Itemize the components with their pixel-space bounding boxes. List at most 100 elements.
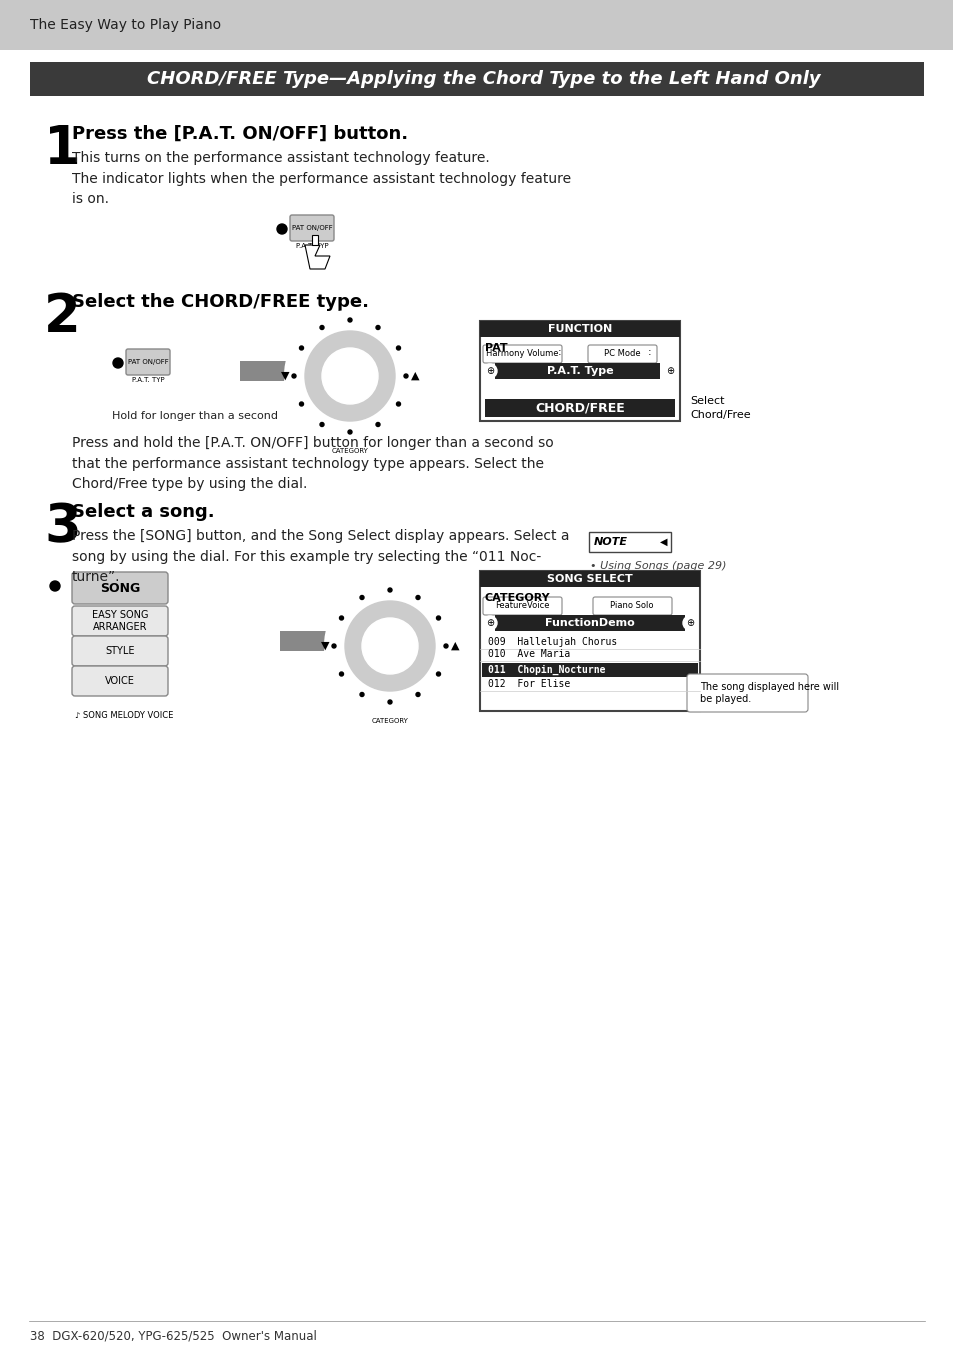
FancyBboxPatch shape [495, 615, 684, 631]
Circle shape [375, 423, 379, 427]
Text: ▲: ▲ [450, 640, 458, 651]
Text: PAT: PAT [484, 343, 507, 353]
Text: Press and hold the [P.A.T. ON/OFF] button for longer than a second so
that the p: Press and hold the [P.A.T. ON/OFF] butto… [71, 436, 553, 492]
Circle shape [319, 423, 324, 427]
Circle shape [416, 693, 419, 697]
Text: :: : [558, 347, 561, 357]
Text: Piano Solo: Piano Solo [610, 601, 653, 611]
FancyBboxPatch shape [588, 532, 670, 553]
FancyBboxPatch shape [481, 663, 698, 677]
Text: Press the [SONG] button, and the Song Select display appears. Select a
song by u: Press the [SONG] button, and the Song Se… [71, 530, 569, 584]
Text: Harmony Volume: Harmony Volume [485, 350, 558, 358]
Text: ▼: ▼ [320, 640, 329, 651]
Text: CHORD/FREE: CHORD/FREE [535, 401, 624, 415]
Text: This turns on the performance assistant technology feature.
The indicator lights: This turns on the performance assistant … [71, 151, 571, 207]
Circle shape [325, 581, 455, 711]
Polygon shape [312, 235, 317, 245]
Text: 3: 3 [44, 501, 81, 553]
FancyBboxPatch shape [0, 0, 953, 50]
Text: P.A.T. TYP: P.A.T. TYP [132, 377, 165, 382]
FancyBboxPatch shape [71, 666, 168, 696]
Circle shape [682, 616, 697, 630]
FancyBboxPatch shape [71, 607, 168, 636]
Text: FunctionDemo: FunctionDemo [544, 617, 634, 628]
Circle shape [396, 403, 400, 407]
Circle shape [50, 581, 60, 590]
Text: PC Mode: PC Mode [603, 350, 639, 358]
Text: EASY SONG
ARRANGER: EASY SONG ARRANGER [91, 611, 148, 632]
Text: P.A.T. TYP: P.A.T. TYP [295, 243, 328, 249]
Text: • Using Songs (page 29): • Using Songs (page 29) [589, 561, 726, 571]
Text: VOICE: VOICE [105, 676, 134, 686]
Text: Press the [P.A.T. ON/OFF] button.: Press the [P.A.T. ON/OFF] button. [71, 126, 408, 143]
FancyArrow shape [240, 357, 305, 386]
Text: ◀: ◀ [659, 536, 667, 547]
Circle shape [332, 644, 335, 648]
Circle shape [482, 363, 497, 378]
FancyBboxPatch shape [290, 215, 334, 240]
Text: 2: 2 [44, 290, 81, 343]
Text: 1: 1 [44, 123, 81, 176]
Text: FUNCTION: FUNCTION [547, 324, 612, 334]
Circle shape [396, 346, 400, 350]
Circle shape [443, 644, 448, 648]
Text: Select a song.: Select a song. [71, 503, 214, 521]
Text: Select the CHORD/FREE type.: Select the CHORD/FREE type. [71, 293, 369, 311]
Circle shape [436, 616, 440, 620]
Circle shape [416, 596, 419, 600]
FancyBboxPatch shape [479, 571, 700, 711]
Text: ⊕: ⊕ [485, 617, 494, 628]
Circle shape [482, 616, 497, 630]
FancyArrow shape [280, 626, 345, 657]
FancyBboxPatch shape [30, 62, 923, 96]
FancyBboxPatch shape [126, 349, 170, 376]
Circle shape [345, 601, 435, 690]
Text: The Easy Way to Play Piano: The Easy Way to Play Piano [30, 18, 221, 32]
Circle shape [285, 311, 415, 440]
Text: 009  Hallelujah Chorus: 009 Hallelujah Chorus [488, 638, 617, 647]
FancyBboxPatch shape [479, 322, 679, 422]
Circle shape [112, 358, 123, 367]
Text: CHORD/FREE Type—Applying the Chord Type to the Left Hand Only: CHORD/FREE Type—Applying the Chord Type … [147, 70, 820, 88]
FancyBboxPatch shape [484, 399, 675, 417]
Text: ♪ SONG MELODY VOICE: ♪ SONG MELODY VOICE [75, 711, 173, 720]
Circle shape [55, 616, 65, 626]
Text: ⊕: ⊕ [685, 617, 694, 628]
Text: Hold for longer than a second: Hold for longer than a second [112, 411, 277, 422]
Text: STYLE: STYLE [105, 646, 134, 657]
Text: CATEGORY: CATEGORY [332, 449, 368, 454]
Circle shape [276, 224, 287, 234]
Polygon shape [305, 245, 330, 269]
Circle shape [348, 317, 352, 322]
Text: :: : [647, 347, 651, 357]
Text: FeatureVoice: FeatureVoice [495, 601, 549, 611]
Text: ⊕: ⊕ [665, 366, 674, 376]
Text: PAT ON/OFF: PAT ON/OFF [128, 359, 168, 365]
Text: ▲: ▲ [411, 372, 418, 381]
Text: P.A.T. Type: P.A.T. Type [546, 366, 613, 376]
Text: PAT ON/OFF: PAT ON/OFF [292, 226, 332, 231]
FancyBboxPatch shape [482, 597, 561, 615]
Text: Select
Chord/Free: Select Chord/Free [689, 396, 750, 420]
Text: SONG SELECT: SONG SELECT [547, 574, 632, 584]
Circle shape [339, 671, 343, 676]
Circle shape [322, 349, 377, 404]
Text: CATEGORY: CATEGORY [484, 593, 550, 603]
Text: NOTE: NOTE [594, 536, 627, 547]
Circle shape [55, 676, 65, 686]
FancyBboxPatch shape [71, 571, 168, 604]
Text: ▼: ▼ [280, 372, 289, 381]
Circle shape [55, 646, 65, 657]
Circle shape [662, 363, 677, 378]
Circle shape [359, 596, 364, 600]
Circle shape [375, 326, 379, 330]
Text: 012  For Elise: 012 For Elise [488, 680, 570, 689]
Circle shape [436, 671, 440, 676]
Text: 38  DGX-620/520, YPG-625/525  Owner's Manual: 38 DGX-620/520, YPG-625/525 Owner's Manu… [30, 1329, 316, 1343]
Circle shape [359, 693, 364, 697]
Circle shape [339, 616, 343, 620]
Text: SONG: SONG [100, 581, 140, 594]
Circle shape [388, 588, 392, 592]
Text: 011  Chopin_Nocturne: 011 Chopin_Nocturne [488, 665, 605, 676]
Circle shape [348, 430, 352, 434]
